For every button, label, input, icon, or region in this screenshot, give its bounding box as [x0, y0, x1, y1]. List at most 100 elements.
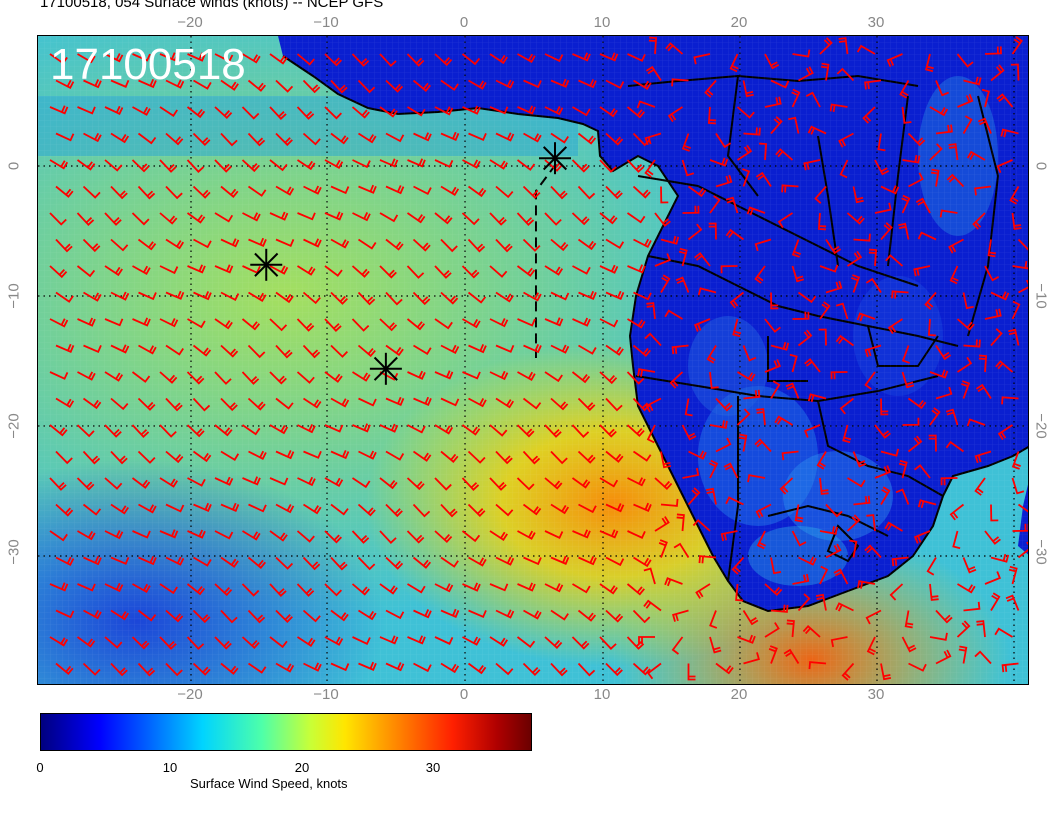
lat-tick-right: −30	[1032, 539, 1050, 565]
wind-barb	[605, 132, 624, 146]
lat-tick-right: −20	[1032, 413, 1050, 439]
colorbar-tick: 30	[425, 760, 441, 775]
wind-barb	[357, 344, 376, 358]
wind-barb	[681, 133, 691, 152]
wind-barb	[1001, 662, 1019, 673]
wind-barb	[131, 424, 150, 438]
wind-barb	[357, 556, 376, 571]
wind-barb	[357, 79, 376, 94]
wind-barb	[434, 477, 452, 491]
wind-barb	[434, 159, 454, 168]
wind-barb	[324, 318, 342, 332]
wind-barb	[214, 424, 233, 437]
wind-barb	[192, 397, 211, 412]
wind-barb	[247, 344, 266, 359]
wind-barb	[654, 212, 671, 227]
wind-barb	[846, 514, 861, 532]
wind-barb	[605, 344, 624, 356]
wind-barb	[462, 105, 481, 115]
wind-barb	[990, 592, 1001, 611]
wind-barb	[819, 301, 831, 320]
wind-barb	[462, 159, 481, 169]
wind-barb	[302, 556, 321, 571]
wind-barb	[1011, 212, 1022, 230]
wind-barb	[468, 132, 487, 142]
wind-barb	[358, 184, 377, 194]
wind-barb	[192, 132, 211, 147]
wind-barb	[214, 476, 234, 486]
wind-barb	[489, 424, 508, 437]
wind-barb	[681, 159, 695, 177]
wind-barb	[297, 159, 316, 171]
wind-barb	[687, 487, 701, 506]
wind-barb	[990, 291, 1010, 301]
wind-barb	[110, 450, 128, 465]
wind-barb	[902, 417, 920, 426]
wind-barb	[467, 185, 487, 198]
wind-barb	[671, 78, 689, 87]
wind-barb	[110, 556, 130, 565]
map-title: 17100518, 054 Surface winds (knots) -- N…	[40, 0, 384, 11]
wind-barb	[132, 530, 151, 539]
wind-barb	[296, 371, 315, 384]
wind-barb	[461, 212, 480, 226]
wind-barb	[324, 106, 342, 120]
wind-barb	[1011, 451, 1021, 470]
wind-barb	[159, 265, 179, 275]
wind-barb	[743, 652, 760, 665]
wind-barb	[725, 496, 744, 506]
wind-barb	[489, 530, 508, 542]
wind-barb	[754, 238, 772, 252]
wind-barb	[866, 514, 876, 532]
wind-barb	[838, 37, 849, 55]
wind-barb	[626, 424, 645, 438]
wind-barb	[544, 53, 564, 63]
wind-barb	[976, 620, 986, 638]
wind-barb	[742, 168, 751, 187]
wind-barb	[462, 636, 481, 646]
wind-barb	[269, 211, 289, 221]
wind-barb	[406, 265, 425, 279]
wind-barb	[1009, 186, 1020, 205]
wind-barb	[434, 318, 453, 330]
wind-barb	[413, 344, 432, 355]
wind-barb	[489, 477, 507, 491]
wind-barb	[626, 159, 645, 173]
wind-barb	[214, 318, 233, 330]
wind-barb	[303, 450, 322, 459]
wind-barb	[743, 389, 761, 400]
colorbar-tick: 0	[36, 760, 44, 775]
wind-barb	[792, 49, 811, 58]
wind-barb	[77, 106, 96, 115]
wind-barb	[671, 636, 684, 655]
wind-barb	[819, 526, 838, 535]
wind-barb	[825, 239, 842, 255]
lat-tick-right: 0	[1032, 161, 1050, 171]
wind-barb	[660, 274, 671, 293]
wind-barb	[137, 238, 157, 251]
wind-barb	[825, 280, 843, 294]
wind-barb	[385, 291, 403, 306]
wind-barb	[241, 371, 260, 385]
wind-barb	[797, 593, 811, 612]
wind-barb	[764, 359, 782, 373]
wind-barb	[599, 529, 619, 539]
wind-barb	[550, 238, 569, 252]
wind-barb	[165, 79, 185, 89]
wind-barb	[599, 318, 619, 328]
lon-tick-bottom: 30	[867, 686, 885, 703]
wind-barb	[887, 318, 903, 335]
wind-barb	[672, 609, 689, 622]
wind-barb	[302, 344, 321, 359]
wind-barb	[682, 205, 700, 214]
wind-barb	[836, 67, 855, 82]
wind-barb	[137, 662, 156, 677]
wind-barb	[996, 159, 1013, 174]
wind-barb	[104, 477, 123, 490]
wind-barb	[627, 530, 646, 539]
wind-barb	[440, 556, 459, 568]
wind-barb	[138, 78, 157, 89]
wind-barb	[1011, 300, 1021, 320]
wind-barb	[165, 397, 183, 412]
wind-barb	[820, 62, 830, 81]
